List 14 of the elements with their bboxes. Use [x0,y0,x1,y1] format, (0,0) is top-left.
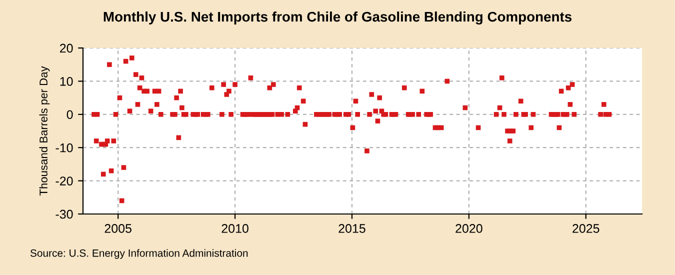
x-tick-label: 2020 [456,224,482,233]
x-tick-label: 2025 [572,224,600,233]
chart-title: Monthly U.S. Net Imports from Chile of Gasoline Blending Components [104,11,572,25]
x-tick-label: 2010 [222,224,248,233]
y-tick-label: 10 [60,77,73,86]
y-tick-label: 0 [66,110,73,120]
x-tick-label: 2015 [338,224,366,233]
source-note: Source: U.S. Energy Information Administration [30,249,248,259]
y-tick-label: -20 [56,176,73,186]
x-tick-label: 2005 [104,224,132,233]
y-tick-label: 20 [60,44,73,53]
y-axis-title: Thousand Barrels per Day [39,66,50,196]
y-tick-label: -10 [56,143,73,152]
y-tick-label: -30 [56,210,73,219]
